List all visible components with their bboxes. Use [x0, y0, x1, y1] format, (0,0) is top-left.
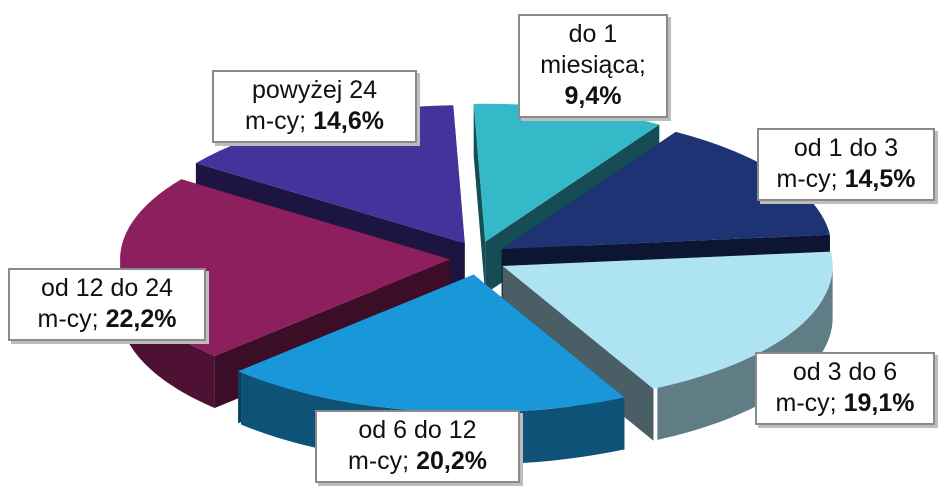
pie-slice-top-3 [238, 274, 625, 413]
pie-slice-side-2 [657, 266, 833, 440]
label-percent: 19,1% [843, 389, 915, 417]
label-percent: 22,2% [105, 305, 177, 333]
label-line1: od 12 do 24 [40, 274, 174, 302]
label-percent: 20,2% [416, 447, 487, 475]
label-od-1-do-3: od 1 do 3 m-cy; 14,5% [757, 128, 935, 201]
label-line2: m-cy; [776, 165, 838, 193]
label-percent: 14,6% [313, 107, 384, 135]
label-line2: m-cy; [245, 107, 307, 135]
label-percent: 14,5% [844, 165, 916, 193]
label-line2: m-cy; [37, 305, 99, 333]
label-od-3-do-6: od 3 do 6 m-cy; 19,1% [755, 352, 935, 425]
pie-slice-wall-0-0 [473, 103, 486, 294]
label-line1: od 1 do 3 [793, 134, 899, 162]
label-line2: miesiąca; [540, 51, 646, 79]
label-line1: od 3 do 6 [792, 358, 898, 386]
label-line2: m-cy; [348, 447, 410, 475]
label-percent: 9,4% [564, 82, 622, 110]
label-od-6-do-12: od 6 do 12 m-cy; 20,2% [315, 410, 520, 483]
label-line1: powyżej 24 [251, 76, 378, 104]
pie-slice-top-1 [501, 131, 830, 250]
pie-slice-top-0 [473, 103, 660, 242]
label-line2: m-cy; [775, 389, 837, 417]
label-do-1-miesiaca: do 1 miesiąca; 9,4% [518, 14, 668, 118]
pie-slice-top-2 [502, 251, 833, 389]
label-od-12-do-24: od 12 do 24 m-cy; 22,2% [8, 268, 206, 341]
label-line1: od 6 do 12 [358, 416, 477, 444]
label-line1: do 1 [568, 20, 618, 48]
label-powyzej-24: powyżej 24 m-cy; 14,6% [212, 70, 417, 143]
